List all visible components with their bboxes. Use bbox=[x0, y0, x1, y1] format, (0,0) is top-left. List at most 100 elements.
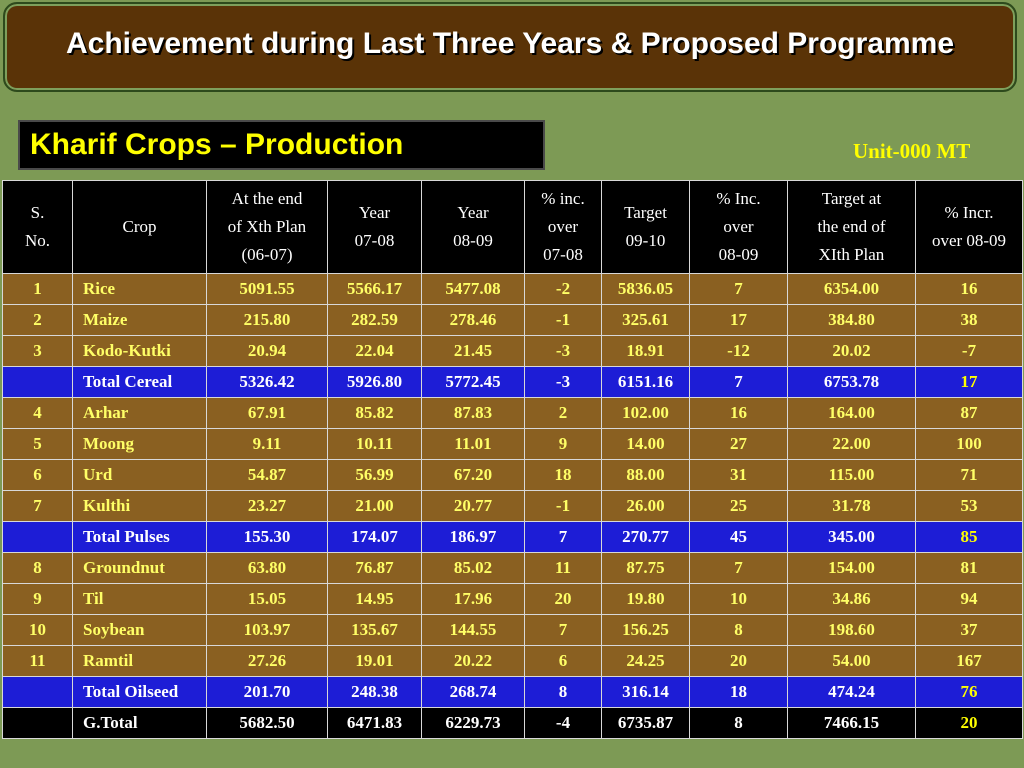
crop-cell: Soybean bbox=[72, 614, 207, 646]
value-cell: 19.80 bbox=[601, 583, 690, 615]
total-row: G.Total 5682.50 6471.83 6229.73 -4 6735.87 8 74… bbox=[2, 707, 1023, 739]
value-cell: -4 bbox=[524, 707, 602, 739]
value-cell: 20 bbox=[915, 707, 1023, 739]
crop-cell: Total Pulses bbox=[72, 521, 207, 553]
table-row: 2 Maize 215.80 282.59 278.46 -1 325.61 17 384.80… bbox=[2, 304, 1023, 336]
value-cell: 11 bbox=[524, 552, 602, 584]
column-header-line: over 08-09 bbox=[931, 231, 1007, 250]
value-cell: 5326.42 bbox=[206, 366, 328, 398]
value-cell: 76 bbox=[915, 676, 1023, 708]
value-cell: 85 bbox=[915, 521, 1023, 553]
value-cell: 17 bbox=[689, 304, 788, 336]
value-cell: 23.27 bbox=[206, 490, 328, 522]
column-header: Crop bbox=[72, 180, 207, 274]
crop-cell: Kodo-Kutki bbox=[72, 335, 207, 367]
value-cell: 6229.73 bbox=[421, 707, 525, 739]
table-row: 4 Arhar 67.91 85.82 87.83 2 102.00 16 164.00 87 bbox=[2, 397, 1023, 429]
value-cell: 154.00 bbox=[787, 552, 916, 584]
value-cell: 7 bbox=[689, 366, 788, 398]
table-row: 10 Soybean 103.97 135.67 144.55 7 156.25 8 198.6… bbox=[2, 614, 1023, 646]
column-header-line: of Xth Plan bbox=[227, 217, 307, 236]
value-cell: -3 bbox=[524, 366, 602, 398]
crop-cell: Ramtil bbox=[72, 645, 207, 677]
column-header: S. No. bbox=[2, 180, 73, 274]
value-cell: 53 bbox=[915, 490, 1023, 522]
value-cell: 115.00 bbox=[787, 459, 916, 491]
value-cell: -2 bbox=[524, 273, 602, 305]
column-header-line: 09-10 bbox=[625, 231, 666, 250]
serial-cell: 11 bbox=[2, 645, 73, 677]
value-cell: 6354.00 bbox=[787, 273, 916, 305]
value-cell: 11.01 bbox=[421, 428, 525, 460]
value-cell: 18.91 bbox=[601, 335, 690, 367]
column-header: % Inc. over 08-09 bbox=[689, 180, 788, 274]
value-cell: 102.00 bbox=[601, 397, 690, 429]
value-cell: 87 bbox=[915, 397, 1023, 429]
value-cell: 9.11 bbox=[206, 428, 328, 460]
value-cell: 270.77 bbox=[601, 521, 690, 553]
value-cell: -1 bbox=[524, 490, 602, 522]
unit-label: Unit-000 MT bbox=[853, 139, 971, 163]
value-cell: 8 bbox=[524, 676, 602, 708]
serial-cell: 4 bbox=[2, 397, 73, 429]
value-cell: 71 bbox=[915, 459, 1023, 491]
crop-cell: Total Oilseed bbox=[72, 676, 207, 708]
column-header-line: over bbox=[723, 217, 754, 236]
value-cell: 67.91 bbox=[206, 397, 328, 429]
value-cell: 5836.05 bbox=[601, 273, 690, 305]
value-cell: -1 bbox=[524, 304, 602, 336]
value-cell: 20 bbox=[689, 645, 788, 677]
value-cell: 21.00 bbox=[327, 490, 422, 522]
value-cell: 85.02 bbox=[421, 552, 525, 584]
table-row: 8 Groundnut 63.80 76.87 85.02 11 87.75 7 154.00 8… bbox=[2, 552, 1023, 584]
column-header-line: XIth Plan bbox=[818, 245, 885, 264]
value-cell: 16 bbox=[915, 273, 1023, 305]
column-header-line: the end of bbox=[817, 217, 886, 236]
value-cell: 135.67 bbox=[327, 614, 422, 646]
crop-cell: Kulthi bbox=[72, 490, 207, 522]
serial-cell bbox=[2, 366, 73, 398]
value-cell: 2 bbox=[524, 397, 602, 429]
value-cell: 345.00 bbox=[787, 521, 916, 553]
value-cell: 6735.87 bbox=[601, 707, 690, 739]
column-header: At the end of Xth Plan (06-07) bbox=[206, 180, 328, 274]
value-cell: 85.82 bbox=[327, 397, 422, 429]
crop-cell: Arhar bbox=[72, 397, 207, 429]
value-cell: 22.04 bbox=[327, 335, 422, 367]
value-cell: 14.95 bbox=[327, 583, 422, 615]
value-cell: 81 bbox=[915, 552, 1023, 584]
value-cell: 215.80 bbox=[206, 304, 328, 336]
value-cell: 21.45 bbox=[421, 335, 525, 367]
serial-cell bbox=[2, 521, 73, 553]
serial-cell bbox=[2, 676, 73, 708]
value-cell: 198.60 bbox=[787, 614, 916, 646]
column-header-line: At the end bbox=[231, 189, 303, 208]
column-header-line: % Inc. bbox=[716, 189, 761, 208]
value-cell: 25 bbox=[689, 490, 788, 522]
serial-cell: 1 bbox=[2, 273, 73, 305]
value-cell: -7 bbox=[915, 335, 1023, 367]
value-cell: 54.00 bbox=[787, 645, 916, 677]
serial-cell: 5 bbox=[2, 428, 73, 460]
value-cell: 9 bbox=[524, 428, 602, 460]
value-cell: 384.80 bbox=[787, 304, 916, 336]
value-cell: 7466.15 bbox=[787, 707, 916, 739]
value-cell: 164.00 bbox=[787, 397, 916, 429]
value-cell: 20.77 bbox=[421, 490, 525, 522]
value-cell: 282.59 bbox=[327, 304, 422, 336]
crop-cell: Total Cereal bbox=[72, 366, 207, 398]
column-header-line: 07-08 bbox=[354, 231, 395, 250]
serial-cell: 2 bbox=[2, 304, 73, 336]
column-header-line: over bbox=[547, 217, 579, 236]
value-cell: 174.07 bbox=[327, 521, 422, 553]
serial-cell: 8 bbox=[2, 552, 73, 584]
crop-cell: Moong bbox=[72, 428, 207, 460]
value-cell: 103.97 bbox=[206, 614, 328, 646]
value-cell: 6151.16 bbox=[601, 366, 690, 398]
value-cell: 8 bbox=[689, 707, 788, 739]
slide-title: Achievement during Last Three Years & Pr… bbox=[3, 2, 1017, 92]
table-row: 11 Ramtil 27.26 19.01 20.22 6 24.25 20 54.00 167 bbox=[2, 645, 1023, 677]
value-cell: 100 bbox=[915, 428, 1023, 460]
value-cell: 155.30 bbox=[206, 521, 328, 553]
value-cell: 87.75 bbox=[601, 552, 690, 584]
